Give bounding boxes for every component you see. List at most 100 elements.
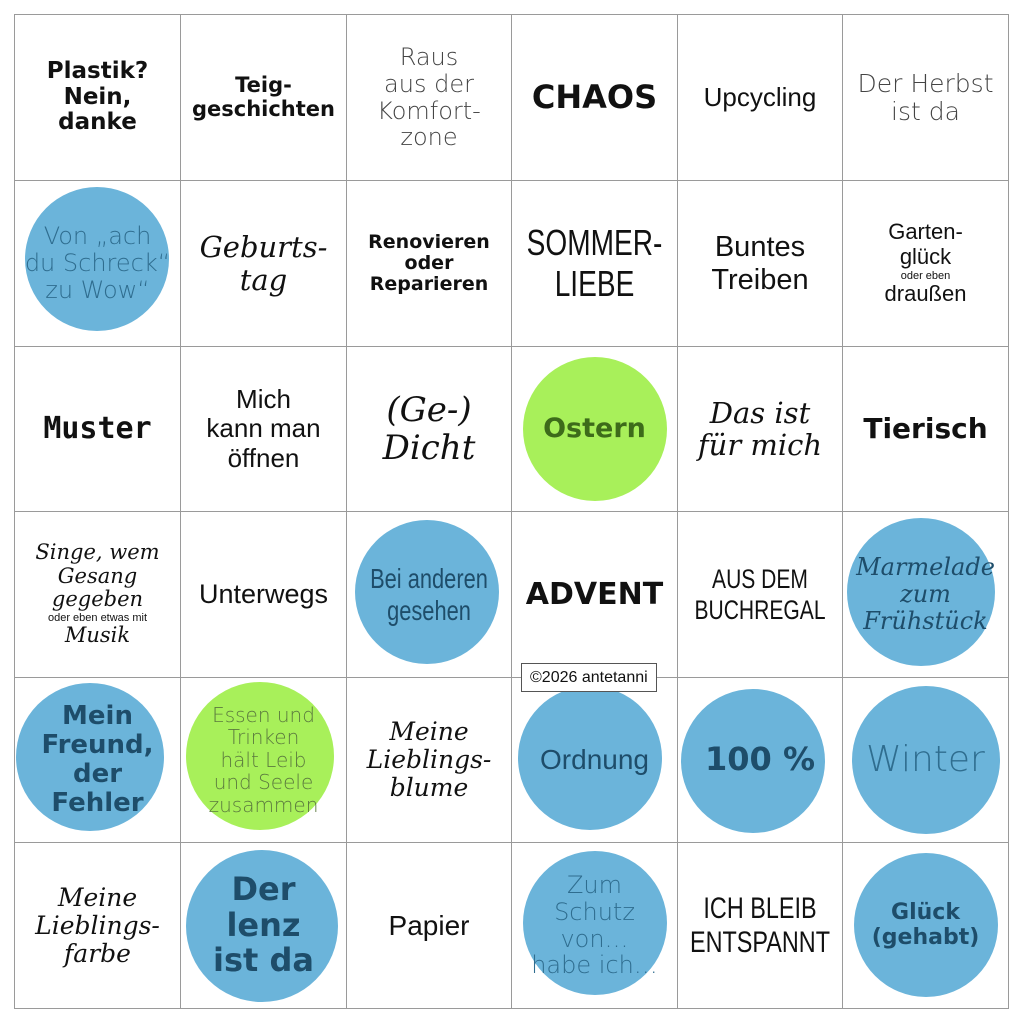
cell-label-line: Lieblings- bbox=[366, 745, 492, 774]
cell-label-line: Treiben bbox=[711, 263, 809, 296]
cell-label-line: Ordnung bbox=[540, 744, 649, 776]
cell-label-line: Singe, wem bbox=[35, 540, 160, 565]
bingo-cell: Papier bbox=[346, 842, 512, 1009]
bingo-cell: CHAOS bbox=[511, 14, 678, 181]
cell-label-line: Bei anderen bbox=[370, 563, 488, 595]
cell-label-line: Das ist bbox=[709, 395, 811, 430]
cell-label: Singe, wem Gesang gegeben oder eben etwas m… bbox=[15, 512, 180, 677]
cell-label-line: ICH BLEIB bbox=[703, 891, 817, 925]
cell-label-line: Marmelade bbox=[856, 553, 995, 582]
circle-marker bbox=[518, 686, 662, 830]
cell-label-line: aus der bbox=[384, 69, 474, 98]
cell-label: Teig-geschichten bbox=[181, 15, 346, 180]
cell-label: Der Herbst ist da bbox=[843, 15, 1008, 180]
cell-label: Mein Freund, der Fehler bbox=[15, 678, 180, 842]
bingo-cell: Plastik? Nein, danke bbox=[14, 14, 181, 181]
cell-label: Winter bbox=[843, 678, 1008, 842]
bingo-cell: Unterwegs bbox=[180, 511, 347, 678]
cell-label-line: Upcycling bbox=[703, 81, 817, 112]
cell-label-line: Plastik? bbox=[46, 57, 149, 84]
cell-label-line: danke bbox=[58, 109, 137, 136]
cell-label-line: SOMMER- bbox=[526, 222, 663, 264]
cell-label-line: Musik bbox=[64, 623, 131, 648]
cell-label: Raus aus der Komfort-zone bbox=[347, 15, 511, 180]
cell-label-line: Zum bbox=[566, 870, 623, 899]
circle-marker bbox=[186, 682, 334, 830]
cell-label-line: zu Wow“ bbox=[45, 275, 150, 304]
cell-label-line: Glück bbox=[891, 899, 960, 925]
bingo-cell: Garten-glück oder eben draußen bbox=[842, 180, 1009, 347]
bingo-cell: Muster bbox=[14, 346, 181, 512]
cell-label-line: oder eben bbox=[900, 269, 951, 282]
cell-label-line: Meine bbox=[389, 717, 469, 746]
cell-label: CHAOS bbox=[512, 15, 677, 180]
cell-label-line: draußen bbox=[884, 280, 967, 306]
bingo-cell: Meine Lieblings-blume bbox=[346, 677, 512, 843]
cell-label-line: LIEBE bbox=[554, 262, 635, 304]
cell-label-line: blume bbox=[389, 773, 469, 802]
cell-label-line: Komfort- bbox=[377, 96, 481, 125]
bingo-cell: Renovieren oder Reparieren bbox=[346, 180, 512, 347]
bingo-cell: Zum Schutz von… habe ich… bbox=[511, 842, 678, 1009]
cell-label-line: gegeben bbox=[51, 587, 144, 612]
cell-label-line: Nein, bbox=[63, 83, 132, 110]
cell-label-line: du Schreck“ bbox=[24, 249, 171, 278]
circle-marker bbox=[852, 686, 1000, 834]
bingo-cell: Teig-geschichten bbox=[180, 14, 347, 181]
cell-label: Muster bbox=[15, 347, 180, 511]
bingo-cell: SOMMER- LIEBE bbox=[511, 180, 678, 347]
circle-marker bbox=[523, 851, 667, 995]
cell-label-line: Buntes bbox=[714, 231, 806, 264]
bingo-cell: (Ge-) Dicht bbox=[346, 346, 512, 512]
cell-label-line: Geburts- bbox=[199, 230, 328, 265]
bingo-cell: Mich kann man öffnen bbox=[180, 346, 347, 512]
cell-label: Unterwegs bbox=[181, 512, 346, 677]
cell-label-line: Frühstück bbox=[863, 606, 988, 635]
cell-label: Geburts-tag bbox=[181, 181, 346, 346]
circle-marker bbox=[355, 520, 499, 664]
cell-label-line: CHAOS bbox=[531, 77, 658, 116]
cell-label-line: Trinken bbox=[227, 725, 300, 750]
cell-label-line: ADVENT bbox=[525, 576, 664, 612]
cell-label-line: Raus bbox=[399, 42, 459, 71]
cell-label-line: Mich bbox=[236, 384, 291, 415]
cell-label-line: Von „ach bbox=[43, 222, 152, 251]
cell-label-line: Lieblings- bbox=[35, 910, 160, 940]
cell-label: Garten-glück oder eben draußen bbox=[843, 181, 1008, 346]
copyright-label: ©2026 antetanni bbox=[521, 663, 657, 692]
cell-label-line: öffnen bbox=[227, 442, 300, 473]
cell-label-line: Winter bbox=[866, 738, 985, 780]
cell-label-line: glück bbox=[899, 244, 952, 270]
bingo-cell: Raus aus der Komfort-zone bbox=[346, 14, 512, 181]
bingo-cell: 100 % bbox=[677, 677, 843, 843]
cell-label-line: kann man bbox=[206, 413, 321, 444]
cell-label-line: (Ge-) bbox=[386, 389, 472, 430]
cell-label-line: Garten- bbox=[888, 219, 963, 245]
cell-label-line: Mein bbox=[62, 700, 133, 731]
cell-label-line: Meine bbox=[57, 882, 138, 912]
cell-label-line: ist da bbox=[213, 941, 314, 980]
bingo-cell: Singe, wem Gesang gegeben oder eben etwas m… bbox=[14, 511, 181, 678]
cell-label: Mich kann man öffnen bbox=[181, 347, 346, 511]
bingo-cell: Tierisch bbox=[842, 346, 1009, 512]
cell-label: Glück (gehabt) bbox=[843, 843, 1008, 1008]
cell-label-line: Ostern bbox=[543, 412, 646, 444]
cell-label: Plastik? Nein, danke bbox=[15, 15, 180, 180]
circle-marker bbox=[16, 683, 164, 831]
cell-label: SOMMER- LIEBE bbox=[527, 181, 663, 346]
cell-label: Meine Lieblings-farbe bbox=[15, 843, 180, 1008]
bingo-cell: AUS DEM BUCHREGAL bbox=[677, 511, 843, 678]
cell-label: Ordnung bbox=[512, 678, 677, 842]
cell-label-line: tag bbox=[239, 262, 288, 297]
cell-label-line: BUCHREGAL bbox=[694, 594, 826, 625]
bingo-cell: Der Herbst ist da bbox=[842, 14, 1009, 181]
cell-label-line: lenz bbox=[226, 905, 301, 944]
cell-label-line: zusammen bbox=[208, 792, 319, 817]
cell-label-line: von… bbox=[560, 924, 629, 953]
cell-label-line: AUS DEM bbox=[712, 564, 808, 595]
cell-label-line: gesehen bbox=[387, 594, 471, 626]
cell-label-line: Renovieren bbox=[368, 230, 490, 253]
cell-label: Papier bbox=[347, 843, 511, 1008]
cell-label-line: geschichten bbox=[191, 96, 335, 121]
cell-label-line: Teig- bbox=[235, 72, 292, 97]
